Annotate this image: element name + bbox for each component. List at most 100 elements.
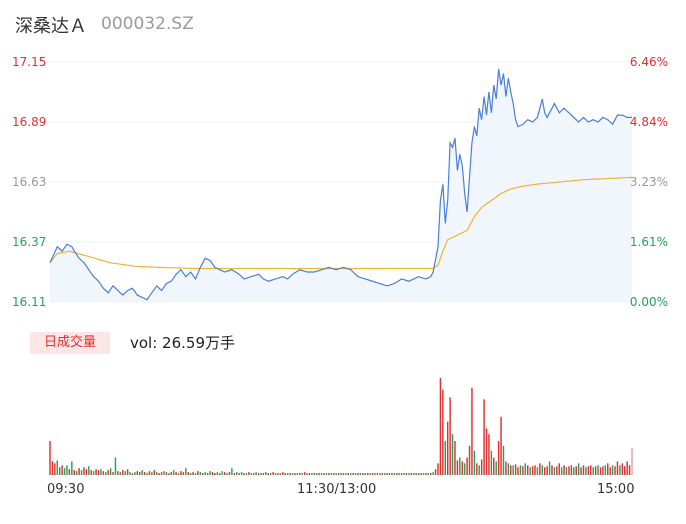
price-tick-label: 17.15 [12, 55, 47, 69]
volume-bars [49, 378, 633, 475]
daily-volume-tag[interactable]: 日成交量 [30, 332, 110, 354]
price-tick-label: 16.37 [12, 235, 47, 249]
volume-bar [507, 463, 510, 475]
volume-bar [66, 465, 68, 475]
volume-bar [468, 445, 471, 475]
volume-bar [527, 465, 529, 475]
volume-bar [624, 466, 626, 475]
volume-bar [497, 441, 500, 475]
volume-bar [95, 469, 97, 475]
volume-bar [425, 473, 427, 475]
volume-bar [216, 472, 219, 475]
volume-bar [463, 463, 466, 475]
volume-bar [437, 463, 439, 475]
volume-bar [187, 472, 189, 475]
volume-bar [609, 467, 611, 475]
volume-bar [168, 473, 170, 475]
volume-bar [294, 473, 296, 475]
volume-bar [284, 473, 286, 475]
volume-bar [209, 471, 211, 475]
volume-bar [153, 470, 155, 475]
volume-bar [611, 465, 614, 475]
percent-tick-label: 1.61% [629, 235, 668, 249]
volume-bar [585, 467, 587, 475]
volume-bar [92, 471, 95, 475]
volume-bar [51, 461, 54, 475]
volume-bar [102, 471, 105, 475]
volume-bar [517, 467, 519, 475]
volume-bar [214, 473, 216, 475]
percent-tick-label: 6.46% [629, 55, 668, 69]
volume-bar [451, 434, 454, 475]
volume-bar [400, 473, 403, 475]
volume-bar [619, 465, 621, 475]
volume-bar [337, 473, 340, 475]
volume-bar [536, 467, 539, 475]
volume-bar [587, 466, 590, 475]
volume-bar [226, 473, 228, 475]
volume-bar [306, 473, 308, 475]
volume-bar [233, 473, 236, 475]
volume-bar [345, 473, 347, 475]
volume-bar [366, 473, 369, 475]
volume-bar [211, 472, 214, 475]
volume-bar [163, 471, 165, 475]
volume-bar [396, 473, 398, 475]
volume-bar [354, 473, 357, 475]
volume-bar [165, 472, 168, 475]
volume-bar [219, 473, 221, 475]
volume-bar [379, 473, 381, 475]
volume-bar [405, 473, 408, 475]
volume-bar [80, 470, 83, 475]
stock-code: 000032.SZ [101, 14, 194, 34]
volume-bar [56, 460, 58, 475]
volume-bar [78, 468, 80, 475]
volume-bar [250, 473, 252, 475]
volume-bar [223, 472, 226, 475]
volume-bar [519, 465, 522, 475]
volume-bar [602, 466, 604, 475]
volume-bar [434, 469, 437, 475]
volume-bar [119, 472, 122, 475]
volume-bar [131, 473, 134, 475]
volume-bar [49, 441, 51, 475]
volume-bar [262, 473, 265, 475]
volume-bar [313, 473, 316, 475]
volume-bar [548, 461, 551, 475]
volume-bar [543, 467, 546, 475]
volume-bar [221, 471, 223, 475]
volume-bar [398, 473, 400, 475]
volume-bar [604, 465, 607, 475]
time-label-midday: 11:30/13:00 [297, 482, 377, 497]
volume-bar [296, 473, 299, 475]
price-tick-label: 16.89 [12, 115, 47, 129]
volume-bar [54, 463, 56, 475]
volume-bar [541, 465, 543, 475]
volume-bar [362, 473, 364, 475]
volume-bar [546, 466, 548, 475]
volume-bar [248, 472, 250, 475]
volume-bar [85, 469, 88, 475]
volume-bar [328, 473, 330, 475]
volume-bar [369, 473, 371, 475]
volume-bar [349, 473, 352, 475]
volume-bar [626, 461, 628, 475]
volume-bar [471, 387, 473, 475]
volume-bar [485, 428, 488, 475]
volume-bar [522, 466, 524, 475]
volume-bar [129, 472, 131, 475]
volume-bar [500, 416, 502, 475]
volume-bar [456, 460, 459, 475]
volume-bar [143, 472, 146, 475]
volume-bar [192, 472, 194, 475]
volume-bar [388, 473, 391, 475]
volume-bar [529, 467, 531, 475]
volume-bar [490, 450, 493, 475]
volume-bar [83, 467, 85, 475]
price-area-fill [50, 68, 632, 303]
volume-bar [109, 468, 112, 475]
volume-bar [197, 471, 199, 475]
volume-bar [449, 397, 451, 475]
volume-bar [228, 472, 231, 475]
volume-bar [573, 467, 575, 475]
